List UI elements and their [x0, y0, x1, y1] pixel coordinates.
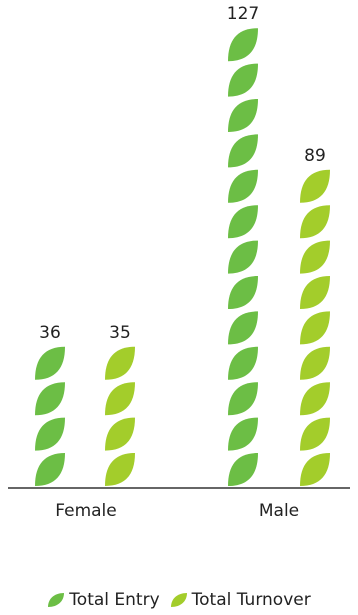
- bars-group: [35, 28, 330, 486]
- leaf-icon: [228, 276, 258, 309]
- leaf-icon: [300, 453, 330, 486]
- leaf-icon: [228, 63, 258, 97]
- leaf-icon: [228, 417, 258, 451]
- leaf-icon: [228, 240, 258, 274]
- leaf-icon: [228, 134, 258, 168]
- leaf-icon: [228, 453, 258, 486]
- legend: Total Entry Total Turnover: [0, 590, 358, 610]
- value-label: 127: [227, 4, 259, 24]
- legend-item-entry: Total Entry: [47, 590, 160, 610]
- leaf-icon: [300, 382, 330, 416]
- leaf-icon: [228, 382, 258, 416]
- leaf-icon: [228, 99, 258, 132]
- leaf-icon: [300, 240, 330, 274]
- value-label: 89: [304, 146, 326, 166]
- leaf-icon: [300, 346, 330, 380]
- legend-item-turnover: Total Turnover: [170, 590, 311, 610]
- category-label: Male: [259, 501, 299, 521]
- leaf-icon: [35, 417, 65, 451]
- leaf-icon: [35, 346, 65, 380]
- leaf-icon: [228, 28, 258, 62]
- legend-label-turnover: Total Turnover: [191, 590, 311, 610]
- leaf-icon: [228, 169, 258, 203]
- leaf-icon: [47, 592, 65, 608]
- leaf-icon: [105, 417, 135, 451]
- leaf-icon: [105, 453, 135, 486]
- leaf-icon: [228, 205, 258, 239]
- leaf-icon: [300, 205, 330, 239]
- leaf-icon: [170, 592, 188, 608]
- leaf-icon: [300, 417, 330, 451]
- leaf-icon: [300, 276, 330, 309]
- legend-label-entry: Total Entry: [69, 590, 160, 610]
- leaf-icon: [35, 382, 65, 416]
- leaf-icon: [105, 346, 135, 380]
- value-labels-group: 36 127 35 89: [39, 4, 326, 343]
- leaf-icon: [35, 453, 65, 486]
- leaf-icon: [228, 311, 258, 345]
- value-label: 35: [109, 323, 131, 343]
- leaf-icon: [105, 382, 135, 416]
- pictogram-chart: 36 127 35 89 Female Male: [8, 4, 350, 521]
- value-label: 36: [39, 323, 61, 343]
- leaf-icon: [300, 311, 330, 345]
- category-label: Female: [55, 501, 116, 521]
- leaf-icon: [228, 346, 258, 380]
- leaf-icon: [300, 169, 330, 203]
- category-labels-group: Female Male: [55, 501, 299, 521]
